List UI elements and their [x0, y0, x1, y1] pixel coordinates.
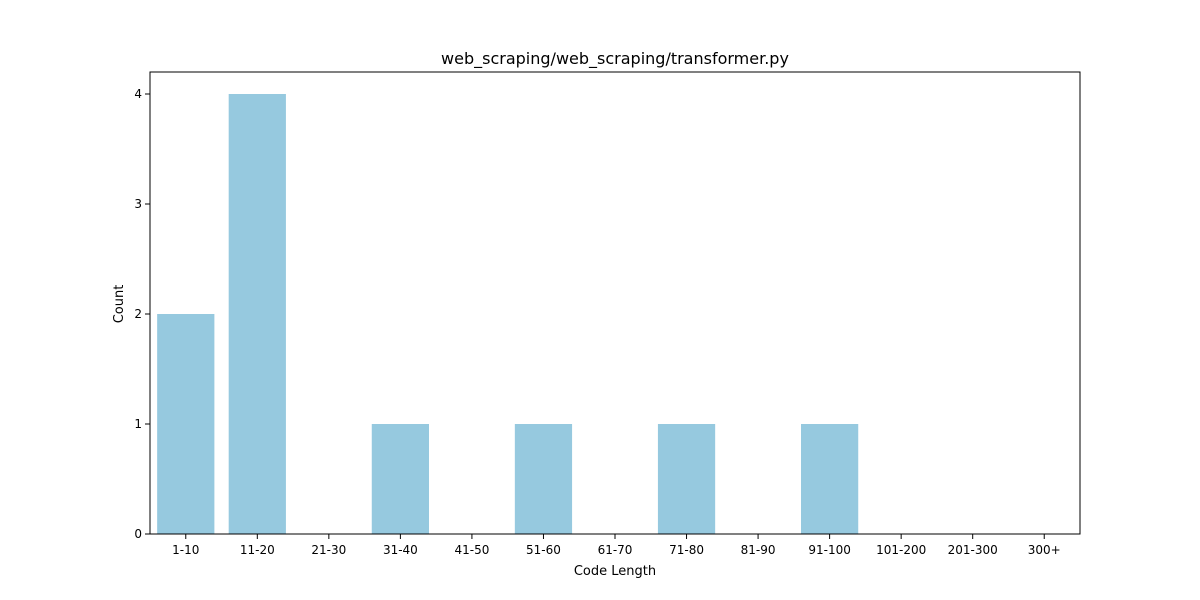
plot-area-frame [150, 72, 1080, 534]
x-tick-label: 71-80 [669, 543, 704, 557]
x-tick-label: 41-50 [454, 543, 489, 557]
chart-title: web_scraping/web_scraping/transformer.py [441, 49, 789, 69]
y-tick-label: 4 [134, 87, 142, 101]
x-axis-label: Code Length [574, 564, 656, 579]
x-tick-label: 61-70 [598, 543, 633, 557]
bar-31-40 [372, 424, 429, 534]
bar-11-20 [229, 94, 286, 534]
bar-51-60 [515, 424, 572, 534]
bar-91-100 [801, 424, 858, 534]
y-tick-label: 2 [134, 307, 142, 321]
y-axis-label: Count [112, 285, 127, 324]
y-tick-label: 3 [134, 197, 142, 211]
x-tick-label: 101-200 [876, 543, 926, 557]
x-tick-label: 300+ [1028, 543, 1061, 557]
x-tick-label: 81-90 [741, 543, 776, 557]
x-axis-ticks: 1-10 11-20 21-30 31-40 41-50 51-60 61-70 71-80 8… [172, 534, 1061, 557]
x-tick-label: 51-60 [526, 543, 561, 557]
x-tick-label: 21-30 [311, 543, 346, 557]
x-tick-label: 1-10 [172, 543, 199, 557]
x-tick-label: 91-100 [808, 543, 851, 557]
y-tick-label: 1 [134, 417, 142, 431]
bars-layer [157, 94, 858, 534]
y-tick-label: 0 [134, 527, 142, 541]
x-tick-label: 31-40 [383, 543, 418, 557]
x-tick-label: 201-300 [948, 543, 998, 557]
y-axis-ticks: 0 1 2 3 4 [134, 87, 150, 541]
bar-1-10 [157, 314, 214, 534]
x-tick-label: 11-20 [240, 543, 275, 557]
bar-71-80 [658, 424, 715, 534]
